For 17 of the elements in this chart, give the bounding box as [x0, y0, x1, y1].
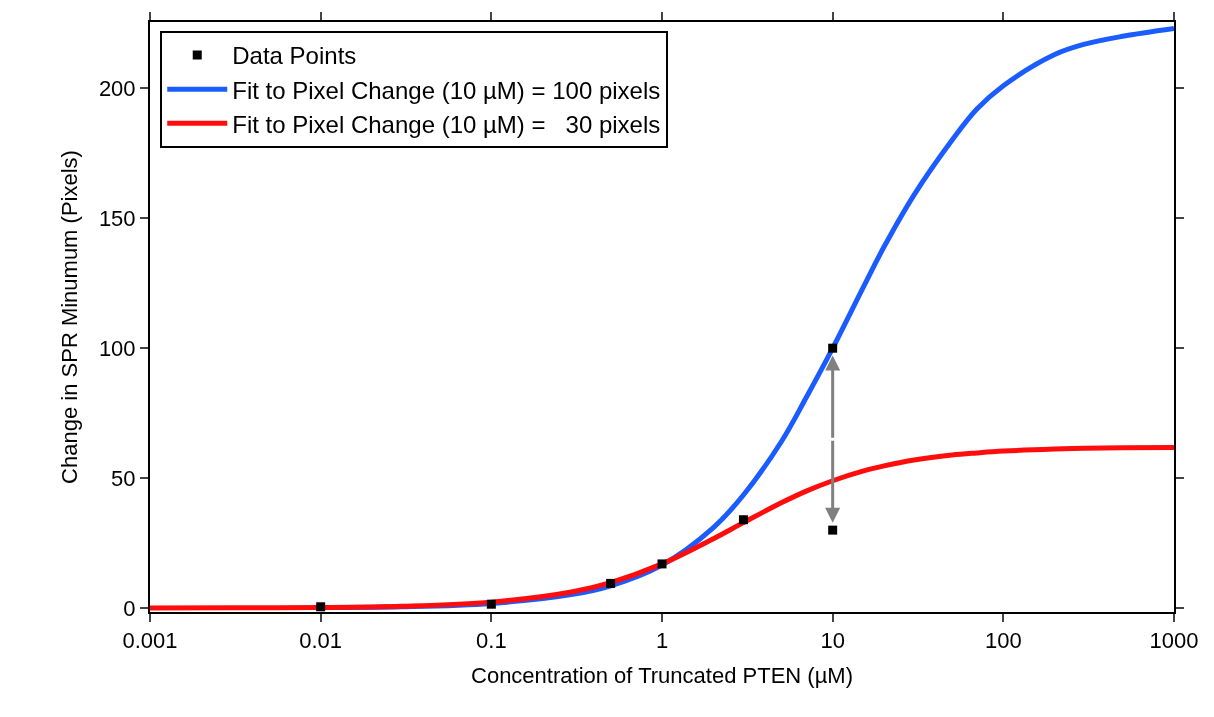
y-tick-label: 150	[98, 205, 136, 231]
legend-label: Fit to Pixel Change (10 µM) = 100 pixels	[232, 76, 661, 104]
y-axis-title: Change in SPR Minumum (Pixels)	[57, 150, 83, 484]
x-tick-label: 1	[655, 628, 669, 654]
y-tick-label: 0	[123, 595, 136, 621]
x-tick-label: 100	[984, 628, 1022, 654]
legend-label: Fit to Pixel Change (10 µM) = 30 pixels	[232, 110, 661, 138]
legend-label: Data Points	[232, 42, 357, 70]
y-tick-label: 50	[111, 465, 136, 491]
x-tick-label: 0.01	[299, 628, 343, 654]
x-tick-label: 10	[820, 628, 845, 654]
x-tick-label: 0.001	[122, 628, 178, 654]
x-tick-label: 0.1	[476, 628, 507, 654]
y-tick-label: 200	[98, 75, 136, 101]
x-axis-title: Concentration of Truncated PTEN (µM)	[471, 662, 853, 688]
y-tick-label: 100	[98, 335, 136, 361]
x-tick-label: 1000	[1149, 628, 1199, 654]
